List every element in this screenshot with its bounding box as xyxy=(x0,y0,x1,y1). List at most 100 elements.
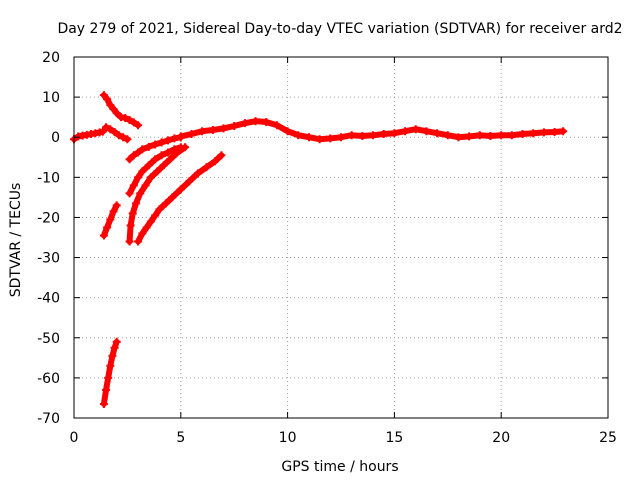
data-point xyxy=(497,131,506,140)
data-point xyxy=(146,173,155,182)
x-tick-label: 5 xyxy=(176,430,185,446)
data-point xyxy=(465,132,474,141)
data-point xyxy=(134,121,143,130)
data-point xyxy=(163,148,172,157)
data-point xyxy=(230,121,239,130)
data-point xyxy=(155,205,164,214)
series-band xyxy=(126,144,184,197)
data-point xyxy=(170,134,179,143)
data-point xyxy=(202,163,211,172)
data-point xyxy=(422,127,431,136)
series-early-baseline xyxy=(70,127,107,144)
y-tick-label: -30 xyxy=(37,251,60,267)
chart-title: Day 279 of 2021, Sidereal Day-to-day VTE… xyxy=(57,21,622,37)
data-point xyxy=(138,229,147,238)
series-band xyxy=(100,92,142,129)
data-point xyxy=(129,151,138,160)
data-point xyxy=(121,113,130,122)
data-point xyxy=(157,151,166,160)
data-point xyxy=(172,149,181,158)
y-tick-label: 20 xyxy=(42,50,60,66)
data-point xyxy=(251,117,260,126)
data-point xyxy=(411,125,420,134)
data-point xyxy=(379,130,388,139)
data-point xyxy=(166,155,175,164)
data-point xyxy=(176,185,185,194)
y-axis-label: SDTVAR / TECUs xyxy=(8,183,24,298)
series-arc-5 xyxy=(125,133,185,164)
data-point xyxy=(110,128,119,137)
data-point xyxy=(102,123,111,132)
data-point xyxy=(304,133,313,142)
data-point xyxy=(550,128,559,137)
data-point xyxy=(326,134,335,143)
data-point xyxy=(539,128,548,137)
data-point xyxy=(128,209,137,218)
data-point xyxy=(106,361,115,370)
x-tick-label: 0 xyxy=(70,430,79,446)
data-point xyxy=(219,124,228,133)
data-point xyxy=(181,143,190,152)
y-tick-label: -20 xyxy=(37,210,60,226)
series-band xyxy=(126,134,184,163)
data-point xyxy=(390,129,399,138)
series-arc-3 xyxy=(99,201,121,240)
data-point xyxy=(161,199,170,208)
data-point xyxy=(108,351,117,360)
data-point xyxy=(103,223,112,232)
data-point xyxy=(151,211,160,220)
data-point xyxy=(193,169,202,178)
data-point xyxy=(144,142,153,151)
data-marks xyxy=(70,91,568,408)
data-point xyxy=(110,343,119,352)
data-point xyxy=(112,201,121,210)
x-tick-label: 25 xyxy=(599,430,617,446)
y-tick-label: -10 xyxy=(37,170,60,186)
y-tick-label: -70 xyxy=(37,411,60,427)
data-point xyxy=(240,119,249,128)
data-point xyxy=(294,131,303,140)
data-point xyxy=(358,132,367,141)
x-tick-label: 15 xyxy=(385,430,403,446)
data-point xyxy=(315,135,324,144)
data-point xyxy=(123,135,132,144)
data-point xyxy=(283,127,292,136)
data-point xyxy=(125,237,134,246)
data-point xyxy=(454,133,463,142)
data-point xyxy=(163,136,172,145)
data-point xyxy=(106,215,115,224)
data-point xyxy=(126,221,135,230)
y-tick-label: 10 xyxy=(42,90,60,106)
data-point xyxy=(210,157,219,166)
data-point xyxy=(134,237,143,246)
series-arc-2 xyxy=(102,123,132,144)
data-point xyxy=(151,155,160,164)
data-point xyxy=(119,133,128,142)
data-point xyxy=(486,132,495,141)
data-point xyxy=(103,95,112,104)
data-point xyxy=(141,181,150,190)
data-point xyxy=(198,127,207,136)
series-main-trace xyxy=(176,117,568,144)
data-point xyxy=(109,105,118,114)
x-tick-label: 10 xyxy=(279,430,297,446)
data-point xyxy=(98,127,107,136)
data-point xyxy=(136,189,145,198)
data-point xyxy=(138,145,147,154)
data-point xyxy=(112,109,121,118)
data-point xyxy=(153,167,162,176)
data-point xyxy=(106,125,115,134)
x-tick-label: 20 xyxy=(492,430,510,446)
data-point xyxy=(337,133,345,142)
plot-frame xyxy=(73,56,609,419)
data-point xyxy=(518,130,527,139)
data-point xyxy=(134,173,143,182)
data-point xyxy=(262,117,271,126)
data-point xyxy=(401,127,410,136)
data-point xyxy=(129,118,138,127)
data-point xyxy=(129,181,138,190)
data-point xyxy=(157,138,166,147)
data-point xyxy=(125,155,134,164)
data-point xyxy=(99,91,108,100)
